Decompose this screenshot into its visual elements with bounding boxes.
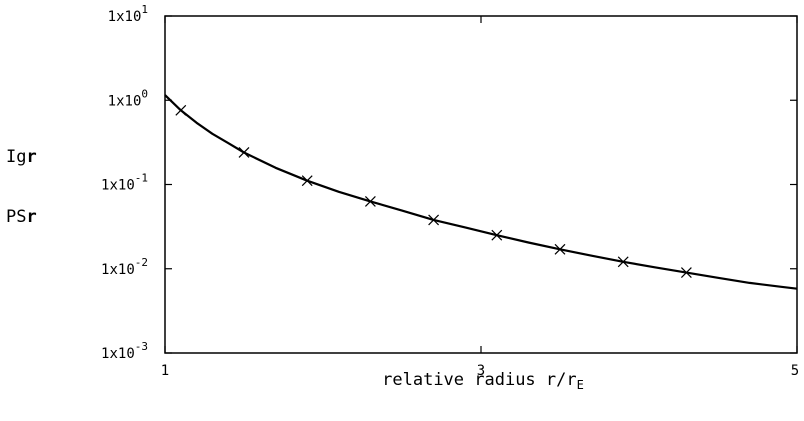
y-tick-label-base: 1x10 — [101, 262, 135, 278]
x-tick-labels: 1 3 5 — [161, 363, 799, 379]
y-tick-label: 1x10-3 — [101, 340, 148, 362]
data-point-marker — [364, 195, 376, 207]
y-axis-label-2-bold: r — [26, 207, 36, 227]
y-axis-label-1-prefix: Ig — [6, 147, 26, 167]
marker-stroke — [428, 214, 440, 226]
series-line — [164, 94, 798, 290]
x-tick-label: 3 — [477, 363, 485, 379]
marker-stroke — [175, 104, 187, 116]
y-tick-label-exponent: 1 — [141, 3, 148, 16]
data-point-marker — [554, 243, 566, 255]
marker-stroke — [238, 147, 250, 158]
y-axis-label-line-1: Igr — [6, 147, 37, 167]
y-tick-label-base: 1x10 — [108, 9, 142, 25]
tick-marks — [164, 15, 798, 354]
data-point-marker — [238, 147, 250, 158]
y-tick-label-base: 1x10 — [108, 93, 142, 109]
marker-stroke — [554, 243, 566, 255]
data-point-marker — [175, 104, 187, 116]
y-tick-label-exponent: -2 — [135, 256, 148, 269]
marker-stroke — [617, 256, 629, 268]
y-axis-label-line-2: PSr — [6, 207, 37, 227]
marker-stroke — [680, 267, 692, 279]
data-point-marker — [491, 229, 503, 241]
x-tick-label: 5 — [791, 363, 799, 379]
y-tick-label-base: 1x10 — [101, 346, 135, 362]
data-point-marker — [617, 256, 629, 268]
y-tick-label-exponent: -1 — [135, 172, 148, 185]
marker-stroke — [491, 229, 503, 241]
data-point-marker — [680, 267, 692, 279]
plot-frame — [164, 15, 798, 354]
x-axis-label: relative radius r/rE — [382, 370, 584, 392]
data-point-marker — [301, 175, 313, 187]
y-tick-label-exponent: 0 — [141, 87, 148, 100]
y-axis-label-1-bold: r — [26, 147, 36, 167]
y-axis-label-2-prefix: PS — [6, 207, 26, 227]
y-tick-label: 1x101 — [108, 3, 148, 25]
y-tick-label: 1x10-1 — [101, 172, 148, 194]
marker-stroke — [364, 195, 376, 207]
marker-stroke — [301, 175, 313, 187]
data-point-marker — [428, 214, 440, 226]
y-tick-label: 1x10-2 — [101, 256, 148, 278]
series-layer — [164, 94, 798, 290]
y-tick-label-base: 1x10 — [101, 178, 135, 194]
x-axis-label-text: relative radius r/r — [382, 370, 576, 390]
y-tick-label: 1x100 — [108, 87, 148, 109]
x-axis-label-subscript: E — [577, 378, 584, 392]
x-tick-label: 1 — [161, 363, 169, 379]
y-tick-label-exponent: -3 — [135, 340, 148, 353]
